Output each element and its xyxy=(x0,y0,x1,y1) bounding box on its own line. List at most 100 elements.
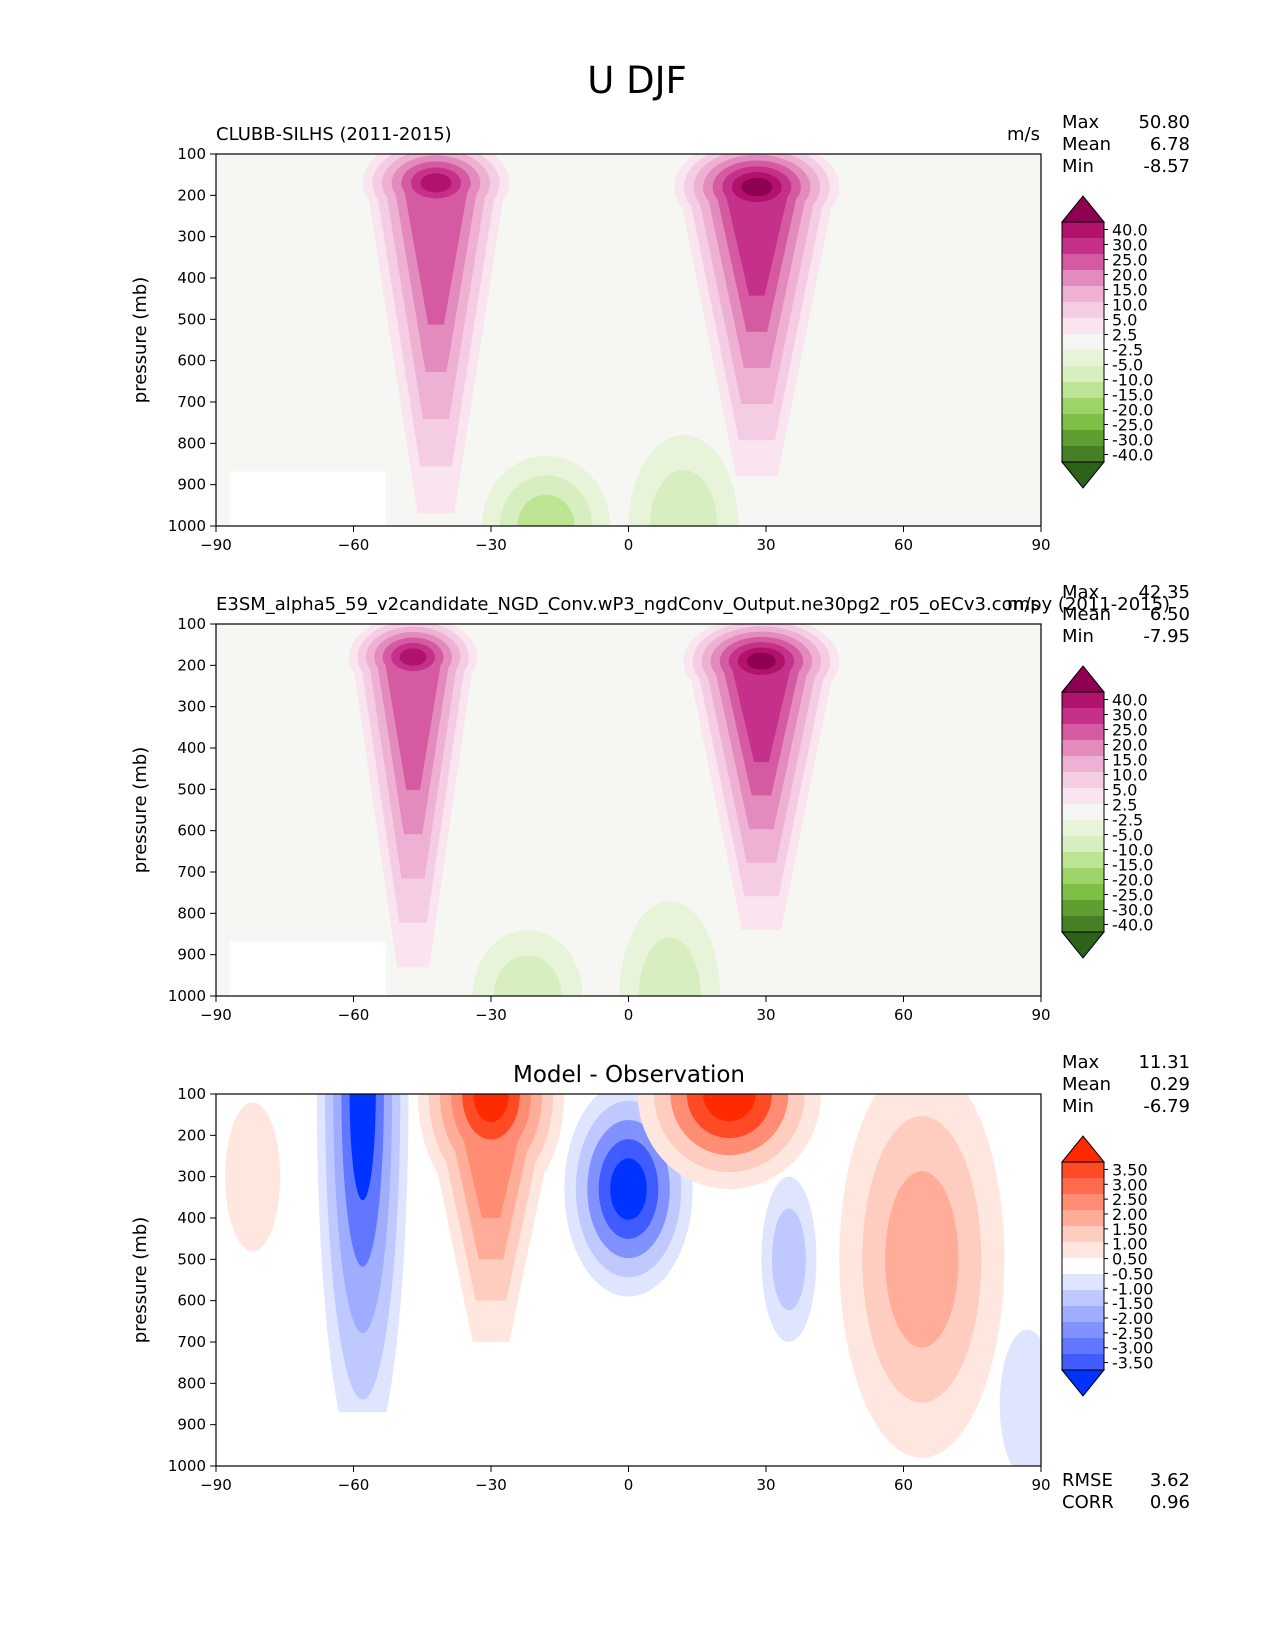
contour-blob-5-level-1 xyxy=(771,1208,806,1311)
colorbar-label: -3.50 xyxy=(1112,1354,1153,1373)
colorbar-segment xyxy=(1062,804,1104,820)
colorbar-segment xyxy=(1062,350,1104,366)
topography-mask xyxy=(303,1412,391,1466)
colorbar-extend-max xyxy=(1060,195,1106,223)
x-tick-label: −60 xyxy=(338,536,370,554)
colorbar-segment xyxy=(1062,772,1104,788)
contour-blob-7-level-0 xyxy=(225,1102,281,1252)
colorbar-label: -15.0 xyxy=(1112,856,1153,875)
colorbar-segment xyxy=(1062,238,1104,254)
contour-blob-1-level-7 xyxy=(746,652,776,670)
panel-2-axes: −90 −60 −30 0 30 60 90 100 200 300 400 500 600 700 800… xyxy=(168,615,1051,1024)
contour-blob-3-level-1 xyxy=(638,937,701,996)
y-tick-label: 700 xyxy=(177,1333,206,1351)
colorbar-segment xyxy=(1062,1194,1104,1210)
stat-value: -8.57 xyxy=(1143,156,1190,177)
y-tick-label: 100 xyxy=(177,1085,206,1103)
colorbar-frame xyxy=(1061,691,1105,933)
colorbar-label: 5.0 xyxy=(1112,781,1137,800)
panel-2: E3SM_alpha5_59_v2candidate_NGD_Conv.wP3_… xyxy=(130,582,1190,1024)
stat-value: 6.78 xyxy=(1150,134,1190,155)
y-tick-label: 300 xyxy=(177,698,206,716)
stat-label: CORR xyxy=(1062,1492,1114,1513)
x-tick-label: −60 xyxy=(338,1476,370,1494)
field-background xyxy=(216,624,1041,996)
panel-3-ylabel: pressure (mb) xyxy=(130,1217,151,1343)
colorbar-segment xyxy=(1062,1354,1104,1370)
contour-blob-3-level-1 xyxy=(649,470,718,526)
panel-1-stats: Max 50.80 Mean 6.78 Min -8.57 xyxy=(1062,112,1190,177)
colorbar-label: -1.50 xyxy=(1112,1294,1153,1313)
contour-field xyxy=(216,154,1041,526)
contour-field xyxy=(216,1094,1041,1466)
colorbar-label: -1.00 xyxy=(1112,1279,1153,1298)
y-tick-label: 400 xyxy=(177,269,206,287)
field-background xyxy=(216,154,1041,526)
y-tick-label: 300 xyxy=(177,228,206,246)
colorbar-segment xyxy=(1062,852,1104,868)
colorbar-extend-max xyxy=(1060,665,1106,693)
x-tick-label: −90 xyxy=(200,536,232,554)
colorbar-frame xyxy=(1061,221,1105,463)
x-tick-label: 0 xyxy=(624,1476,634,1494)
panel-1-plot-area xyxy=(216,154,1041,526)
y-tick-label: 800 xyxy=(177,434,206,452)
x-tick-label: 90 xyxy=(1031,536,1050,554)
colorbar-label: -25.0 xyxy=(1112,416,1153,435)
colorbar-segment xyxy=(1062,430,1104,446)
contour-tail-0-level-4 xyxy=(384,657,442,790)
colorbar-segment xyxy=(1062,1258,1104,1274)
contour-blob-1-level-5 xyxy=(473,1094,509,1123)
y-tick-label: 800 xyxy=(177,1374,206,1392)
y-tick-label: 1000 xyxy=(168,1457,206,1475)
contour-blob-1-level-7 xyxy=(741,177,773,197)
colorbar-segment xyxy=(1062,756,1104,772)
colorbar-label: -2.00 xyxy=(1112,1309,1153,1328)
colorbar-segment xyxy=(1062,334,1104,350)
stat-label: Min xyxy=(1062,1096,1094,1117)
colorbar-label: -15.0 xyxy=(1112,386,1153,405)
x-tick-label: 30 xyxy=(756,536,775,554)
x-tick-label: −60 xyxy=(338,1006,370,1024)
stat-value: -6.79 xyxy=(1143,1096,1190,1117)
topography-mask xyxy=(229,941,386,996)
panel-2-ylabel: pressure (mb) xyxy=(130,747,151,873)
x-tick-label: −90 xyxy=(200,1476,232,1494)
stat-label: Max xyxy=(1062,1052,1100,1073)
x-tick-label: 0 xyxy=(624,536,634,554)
colorbar-label: 1.00 xyxy=(1112,1235,1148,1254)
y-tick-label: 600 xyxy=(177,352,206,370)
panel-3-title-center: Model - Observation xyxy=(513,1062,745,1088)
colorbar-segment xyxy=(1062,692,1104,708)
stat-value: -7.95 xyxy=(1143,626,1190,647)
x-tick-label: 60 xyxy=(894,1476,913,1494)
colorbar-label: 20.0 xyxy=(1112,736,1148,755)
panel-1-axes: −90 −60 −30 0 30 60 90 100 200 300 400 500 600 700 800… xyxy=(168,145,1051,554)
colorbar-segment xyxy=(1062,724,1104,740)
y-tick-label: 1000 xyxy=(168,987,206,1005)
stat-label: Min xyxy=(1062,156,1094,177)
colorbar-segment xyxy=(1062,414,1104,430)
colorbar-extend-min xyxy=(1060,461,1106,489)
y-tick-label: 700 xyxy=(177,393,206,411)
colorbar-segment xyxy=(1062,820,1104,836)
colorbar-label: 25.0 xyxy=(1112,721,1148,740)
colorbar-segment xyxy=(1062,1210,1104,1226)
colorbar-label: -40.0 xyxy=(1112,916,1153,935)
x-tick-label: −30 xyxy=(475,1476,507,1494)
colorbar-label: -25.0 xyxy=(1112,886,1153,905)
contour-blob-6-level-0 xyxy=(999,1329,1041,1466)
panel-3: Model - Observation pressure (mb) −90 −60… xyxy=(130,1052,1190,1513)
colorbar-label: 10.0 xyxy=(1112,296,1148,315)
stat-label: Mean xyxy=(1062,134,1111,155)
y-tick-label: 500 xyxy=(177,310,206,328)
colorbar-label: 20.0 xyxy=(1112,266,1148,285)
contour-blob-0-level-6 xyxy=(399,648,427,666)
stat-label: Min xyxy=(1062,626,1094,647)
contour-tail-1-level-5 xyxy=(724,187,790,296)
colorbar-segment xyxy=(1062,446,1104,462)
y-tick-label: 1000 xyxy=(168,517,206,535)
stat-label: Mean xyxy=(1062,604,1111,625)
colorbar-segment xyxy=(1062,318,1104,334)
